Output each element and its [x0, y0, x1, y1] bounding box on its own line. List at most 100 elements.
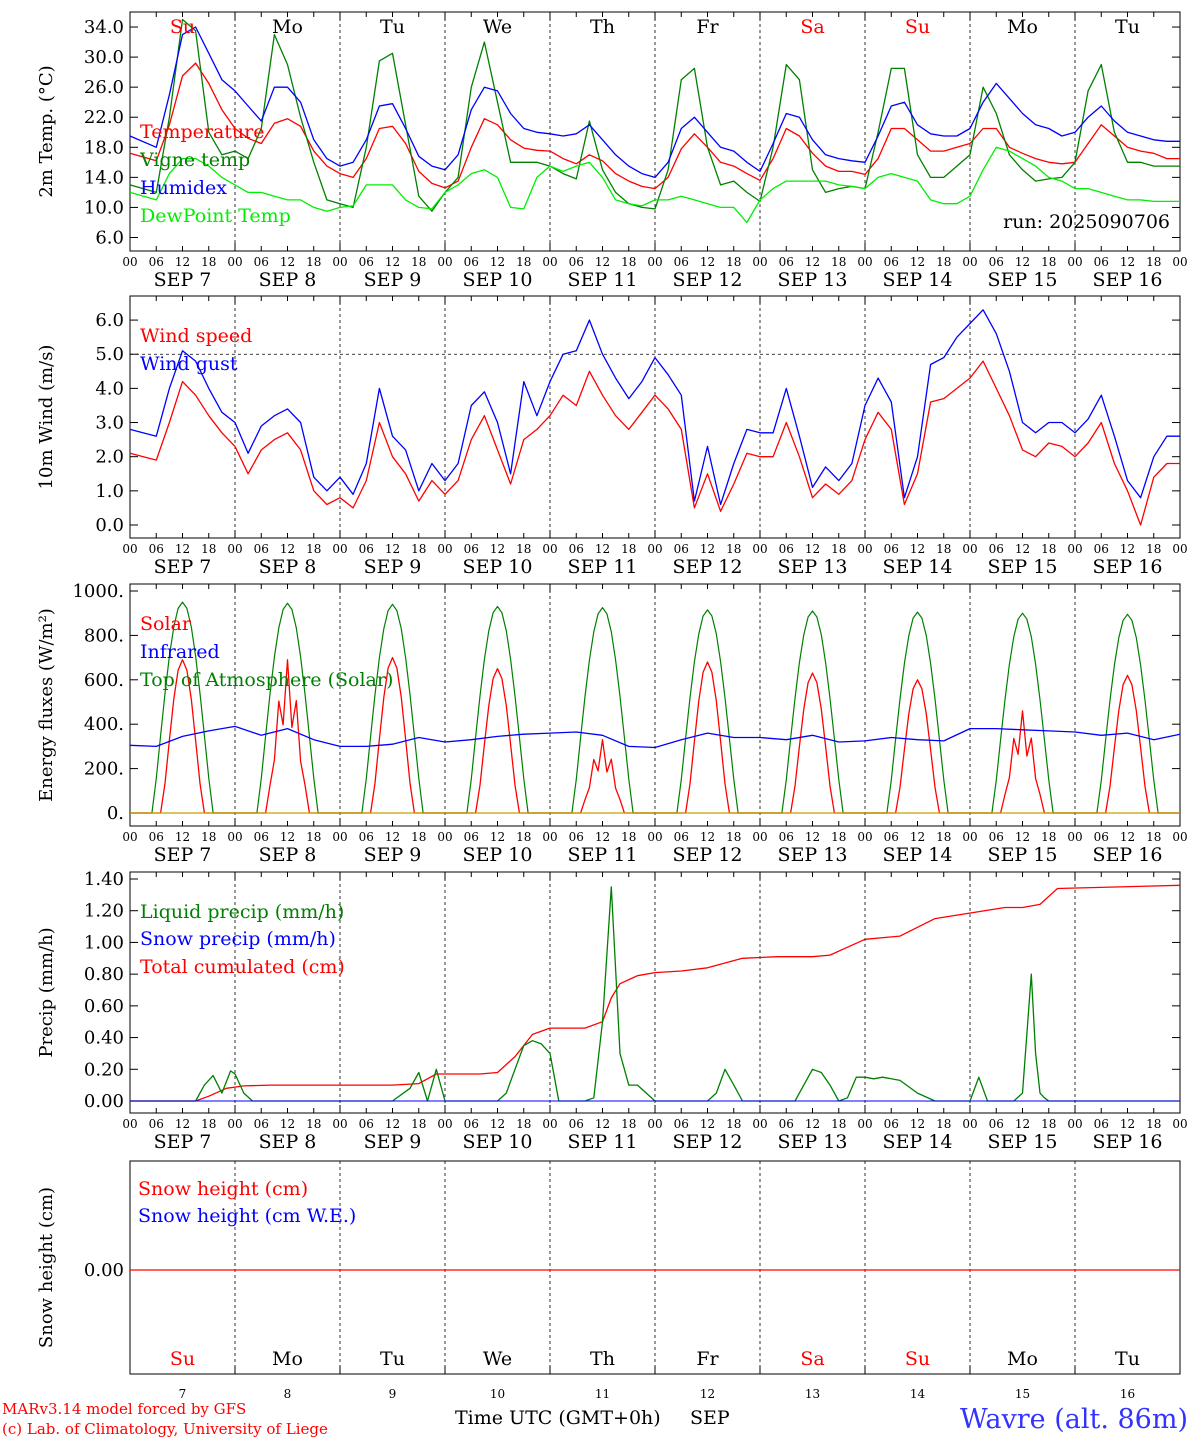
- weekday-label: Tu: [1115, 16, 1140, 38]
- hour-tick-label: 06: [674, 255, 689, 269]
- hour-tick-label: 12: [700, 1117, 715, 1131]
- hour-tick-label: 18: [516, 1117, 531, 1131]
- date-number-label: 9: [389, 1387, 397, 1401]
- legend-item: Top of Atmosphere (Solar): [140, 669, 393, 691]
- hour-tick-label: 18: [1041, 542, 1056, 556]
- panel-3: 00 06 12 18 00 06 12 18 00 06 12 18 00 06 12 18 00 06 12 18…: [36, 581, 1188, 866]
- date-label: SEP 12: [673, 269, 743, 291]
- station-title: Wavre (alt. 86m): [960, 1404, 1188, 1435]
- weekday-label: Fr: [696, 16, 719, 38]
- hour-tick-label: 00: [122, 255, 137, 269]
- date-label: SEP 11: [568, 556, 638, 578]
- hour-tick-label: 06: [569, 542, 584, 556]
- hour-tick-label: 06: [359, 1117, 374, 1131]
- hour-tick-label: 06: [1094, 255, 1109, 269]
- weekday-label: Tu: [380, 1348, 405, 1370]
- date-number-label: 8: [284, 1387, 292, 1401]
- hour-tick-label: 00: [752, 255, 767, 269]
- hour-tick-label: 00: [647, 255, 662, 269]
- y-tick-label: 30.0: [84, 47, 124, 68]
- y-tick-label: 18.0: [84, 137, 124, 158]
- date-label: SEP 13: [778, 556, 848, 578]
- y-tick-label: 1000.: [72, 581, 124, 602]
- hour-tick-label: 00: [542, 830, 557, 844]
- weekday-label: Mo: [272, 1348, 303, 1370]
- hour-tick-label: 06: [359, 255, 374, 269]
- hour-tick-label: 06: [254, 542, 269, 556]
- hour-tick-label: 06: [989, 255, 1004, 269]
- hour-tick-label: 00: [1067, 1117, 1082, 1131]
- legend-item: Vigne temp: [139, 149, 250, 171]
- y-tick-label: 6.0: [95, 228, 124, 249]
- hour-tick-label: 12: [1120, 255, 1135, 269]
- hour-tick-label: 00: [227, 542, 242, 556]
- hour-tick-label: 00: [437, 1117, 452, 1131]
- hour-tick-label: 18: [1146, 255, 1161, 269]
- hour-tick-label: 12: [280, 255, 295, 269]
- footer: MARv3.14 model forced by GFS (c) Lab. of …: [2, 1400, 1188, 1438]
- hour-tick-label: 12: [805, 255, 820, 269]
- hour-tick-label: 12: [175, 542, 190, 556]
- hour-tick-label: 00: [962, 1117, 977, 1131]
- y-axis-label: Snow height (cm): [36, 1187, 57, 1348]
- hour-tick-label: 18: [726, 542, 741, 556]
- hour-tick-label: 12: [805, 830, 820, 844]
- hour-tick-label: 06: [254, 1117, 269, 1131]
- hour-tick-label: 12: [490, 1117, 505, 1131]
- hour-tick-label: 00: [332, 542, 347, 556]
- hour-tick-label: 06: [884, 542, 899, 556]
- date-label: SEP 7: [154, 844, 212, 866]
- hour-tick-label: 18: [726, 255, 741, 269]
- hour-tick-label: 18: [726, 830, 741, 844]
- weekday-label: Th: [590, 16, 615, 38]
- weekday-label: Th: [590, 1348, 615, 1370]
- hour-tick-label: 18: [936, 255, 951, 269]
- hour-tick-label: 18: [936, 542, 951, 556]
- hour-tick-label: 18: [621, 1117, 636, 1131]
- date-number-label: 16: [1120, 1387, 1135, 1401]
- hour-tick-label: 12: [385, 1117, 400, 1131]
- hour-tick-label: 06: [254, 255, 269, 269]
- lab-credit: (c) Lab. of Climatology, University of L…: [2, 1420, 328, 1438]
- y-tick-label: 34.0: [84, 17, 124, 38]
- hour-tick-label: 18: [936, 830, 951, 844]
- hour-tick-label: 12: [175, 255, 190, 269]
- hour-tick-label: 12: [595, 542, 610, 556]
- hour-tick-label: 12: [700, 542, 715, 556]
- hour-tick-label: 00: [542, 542, 557, 556]
- y-tick-label: 5.0: [95, 344, 124, 365]
- date-label: SEP 10: [463, 1131, 533, 1153]
- hour-tick-label: 18: [201, 255, 216, 269]
- date-number-label: 12: [700, 1387, 715, 1401]
- date-label: SEP 9: [364, 556, 422, 578]
- x-axis-label: Time UTC (GMT+0h): [455, 1407, 661, 1429]
- date-number-label: 11: [595, 1387, 610, 1401]
- hour-tick-label: 06: [149, 1117, 164, 1131]
- hour-tick-label: 18: [411, 1117, 426, 1131]
- hour-tick-label: 00: [437, 830, 452, 844]
- hour-tick-label: 12: [1120, 1117, 1135, 1131]
- hour-tick-label: 00: [1067, 830, 1082, 844]
- hour-tick-label: 18: [831, 830, 846, 844]
- legend-item: Snow height (cm): [138, 1178, 308, 1200]
- weekday-label: Su: [905, 16, 930, 38]
- hour-tick-label: 18: [306, 542, 321, 556]
- hour-tick-label: 00: [1172, 1117, 1187, 1131]
- hour-tick-label: 18: [516, 830, 531, 844]
- hour-tick-label: 12: [1015, 1117, 1030, 1131]
- date-number-label: 15: [1015, 1387, 1030, 1401]
- hour-tick-label: 06: [884, 255, 899, 269]
- hour-tick-label: 00: [437, 542, 452, 556]
- y-axis-label: Precip (mm/h): [36, 927, 57, 1057]
- run-annotation: run: 2025090706: [1003, 211, 1170, 233]
- hour-tick-label: 06: [674, 830, 689, 844]
- hour-tick-label: 18: [1041, 830, 1056, 844]
- date-label: SEP 15: [988, 556, 1058, 578]
- hour-tick-label: 18: [516, 255, 531, 269]
- hour-tick-label: 12: [385, 830, 400, 844]
- hour-tick-label: 06: [254, 830, 269, 844]
- hour-tick-label: 12: [910, 255, 925, 269]
- date-label: SEP 16: [1093, 556, 1163, 578]
- y-tick-label: 3.0: [95, 413, 124, 434]
- hour-tick-label: 18: [831, 255, 846, 269]
